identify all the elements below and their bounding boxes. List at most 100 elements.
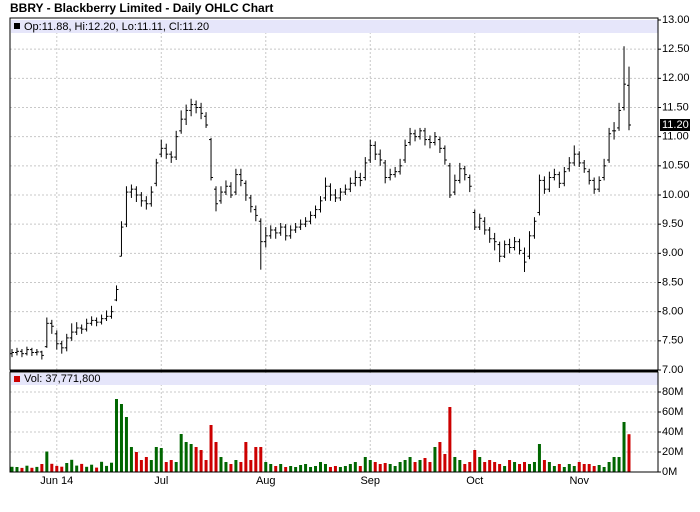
- y-tick-label: 20M: [662, 446, 683, 458]
- volume-bar: [299, 465, 303, 472]
- volume-bar: [264, 462, 268, 472]
- volume-bar: [105, 465, 109, 472]
- volume-bar: [90, 464, 94, 472]
- volume-bar: [119, 404, 123, 472]
- last-price-label: 11.20: [662, 119, 689, 131]
- volume-bar: [259, 447, 263, 472]
- volume-bar: [592, 466, 596, 472]
- y-tick-label: 11.00: [662, 131, 689, 143]
- volume-bar: [229, 464, 233, 472]
- volume-bar: [184, 442, 188, 472]
- volume-bar: [209, 425, 213, 472]
- volume-bar: [40, 464, 44, 472]
- volume-bar: [483, 462, 487, 472]
- volume-bar: [408, 457, 412, 472]
- volume-bar: [154, 447, 158, 472]
- volume-bar: [577, 462, 581, 472]
- volume-bar: [478, 457, 482, 472]
- volume-bar: [617, 457, 621, 472]
- volume-bar: [438, 442, 442, 472]
- volume-bar: [124, 417, 128, 472]
- volume-bar: [234, 460, 238, 472]
- volume-bar: [279, 464, 283, 472]
- x-tick-label: Jul: [154, 475, 168, 487]
- y-tick-label: 9.00: [662, 247, 683, 259]
- volume-bar: [557, 464, 561, 472]
- price-legend: Op:11.88, Hi:12.20, Lo:11.11, Cl:11.20: [24, 21, 209, 33]
- volume-bar: [294, 467, 298, 472]
- volume-bar: [149, 460, 153, 472]
- volume-bar: [388, 464, 392, 472]
- volume-bar: [503, 466, 507, 472]
- volume-bar: [284, 467, 288, 472]
- volume-bar: [55, 465, 59, 472]
- chart-title: BBRY - Blackberry Limited - Daily OHLC C…: [10, 1, 273, 15]
- volume-bar: [423, 458, 427, 472]
- volume-bar: [398, 462, 402, 472]
- volume-bar: [10, 466, 14, 472]
- volume-bar: [134, 452, 138, 472]
- volume-bar: [552, 466, 556, 472]
- volume-bar: [622, 422, 626, 472]
- volume-bar: [532, 462, 536, 472]
- y-tick-label: 7.00: [662, 364, 683, 376]
- volume-bar: [413, 462, 417, 472]
- volume-bar: [95, 467, 99, 472]
- last-price-box: [660, 119, 690, 131]
- volume-bar: [114, 399, 118, 472]
- y-tick-label: 10.50: [662, 160, 690, 172]
- x-tick-label: Nov: [569, 475, 589, 487]
- volume-bar: [542, 460, 546, 472]
- volume-bar: [249, 460, 253, 472]
- price-panel: [9, 17, 659, 371]
- volume-bar: [602, 467, 606, 472]
- volume-bar: [15, 467, 19, 472]
- price-legend-swatch: [14, 23, 20, 29]
- volume-legend-swatch: [14, 376, 20, 382]
- y-tick-label: 9.50: [662, 218, 683, 230]
- volume-bar: [393, 466, 397, 472]
- volume-bar: [418, 460, 422, 472]
- volume-bar: [189, 444, 193, 472]
- y-tick-label: 40M: [662, 426, 683, 438]
- volume-bar: [194, 447, 198, 472]
- price-legend-bar: [11, 20, 658, 33]
- volume-bar: [453, 457, 457, 472]
- volume-bar: [274, 466, 278, 472]
- y-tick-label: 12.50: [662, 43, 690, 55]
- volume-bar: [45, 451, 49, 472]
- y-tick-label: 13.00: [662, 14, 690, 26]
- volume-bar: [523, 462, 527, 472]
- volume-bar: [35, 466, 39, 472]
- y-tick-label: 8.00: [662, 306, 683, 318]
- marks: [10, 19, 661, 473]
- x-tick-label: Jun 14: [40, 475, 73, 487]
- grid: [10, 20, 658, 472]
- volume-bar: [199, 450, 203, 472]
- volume-bar: [378, 464, 382, 472]
- x-tick-label: Aug: [256, 475, 276, 487]
- volume-bar: [353, 462, 357, 472]
- volume-bar: [219, 457, 223, 472]
- volume-bar: [428, 462, 432, 472]
- volume-bar: [358, 466, 362, 472]
- volume-bar: [269, 464, 273, 472]
- y-tick-label: 8.50: [662, 276, 683, 288]
- volume-bar: [513, 462, 517, 472]
- volume-bar: [164, 462, 168, 472]
- y-tick-label: 11.50: [662, 101, 689, 113]
- y-tick-label: 12.00: [662, 72, 690, 84]
- volume-bar: [448, 407, 452, 472]
- x-tick-label: Sep: [360, 475, 380, 487]
- volume-bar: [309, 467, 313, 472]
- volume-bar: [473, 450, 477, 472]
- volume-bar: [159, 448, 163, 472]
- volume-bar: [383, 463, 387, 472]
- volume-bar: [179, 434, 183, 472]
- volume-legend: Vol: 37,771,800: [24, 373, 100, 385]
- volume-bar: [458, 460, 462, 472]
- volume-bar: [50, 463, 54, 472]
- volume-panel: [9, 371, 659, 473]
- volume-bar: [373, 462, 377, 472]
